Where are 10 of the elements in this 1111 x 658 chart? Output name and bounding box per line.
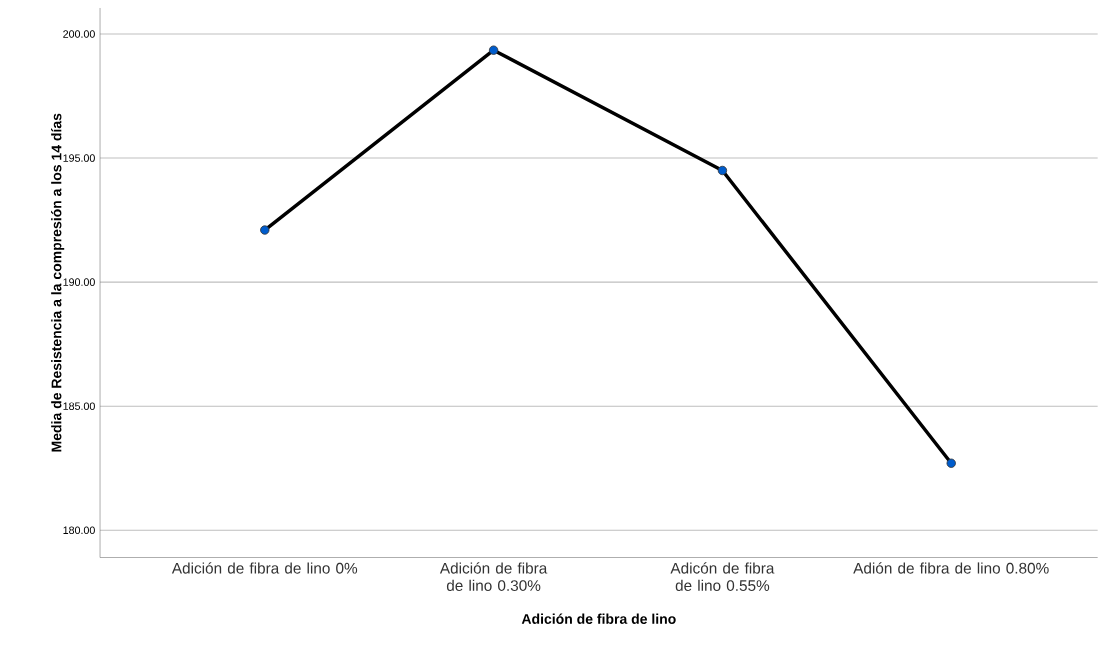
- y-tick-label: 200.00: [63, 30, 95, 39]
- y-tick-label: 195.00: [63, 154, 95, 163]
- x-tick-label: Adicón de fibra de lino 0.55%: [670, 562, 775, 592]
- y-tick-label: 190.00: [63, 278, 95, 287]
- y-tick-label: 185.00: [63, 402, 95, 411]
- x-axis-title: Adición de fibra de lino: [521, 613, 676, 625]
- x-tick-label: Adición de fibra de lino 0.30%: [439, 562, 548, 592]
- x-tick-label: Adición de fibra de lino 0%: [171, 562, 358, 574]
- x-tick-label: Adión de fibra de lino 0.80%: [853, 562, 1049, 574]
- y-tick-label: 180.00: [63, 526, 95, 535]
